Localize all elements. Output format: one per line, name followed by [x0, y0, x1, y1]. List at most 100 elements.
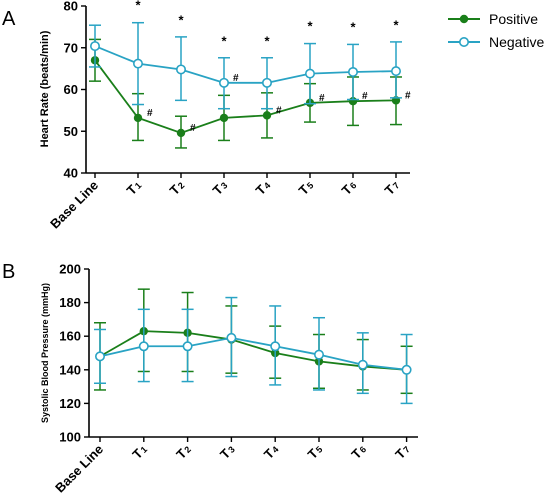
- blood-pressure-x-tick-label: T1: [129, 442, 149, 462]
- blood-pressure-x-tick-label-sub: 3: [226, 444, 237, 455]
- legend: Positive Negative: [448, 11, 544, 50]
- heart-rate-data-point: [347, 66, 358, 77]
- heart-rate-significance-star: *: [221, 34, 227, 49]
- blood-pressure-x-tick-label-sub: 1: [139, 444, 150, 455]
- heart-rate-x-tick-label-main: Base Line: [47, 178, 101, 232]
- blood-pressure-y-tick-label: 200: [59, 262, 81, 277]
- blood-pressure-y-tick-label: 100: [59, 430, 81, 445]
- heart-rate-series-line: [94, 59, 397, 134]
- blood-pressure-x-tick-label-sub: 5: [314, 444, 325, 455]
- blood-pressure-x-tick-label-sub: 6: [358, 444, 369, 455]
- heart-rate-significance-star: *: [264, 34, 270, 49]
- legend-item-negative: Negative: [448, 34, 544, 50]
- heart-rate-x-tick-label: T5: [296, 178, 316, 198]
- heart-rate-significance-hash: #: [405, 90, 411, 101]
- blood-pressure-x-tick-label-sub: 2: [182, 444, 193, 455]
- legend-label-positive: Positive: [489, 11, 538, 27]
- heart-rate-y-tick-label: 80: [64, 0, 78, 14]
- blood-pressure-y-axis-label: Systolic Blood Pressure (mmHg): [40, 283, 50, 423]
- heart-rate-x-tick-label-sub: 5: [305, 180, 316, 191]
- heart-rate-series-negative: [89, 21, 402, 110]
- blood-pressure-data-point: [313, 349, 324, 360]
- blood-pressure-data-point: [357, 359, 368, 370]
- blood-pressure-chart: B Systolic Blood Pressure (mmHg) 100 120 1…: [2, 261, 418, 496]
- heart-rate-series-line: [94, 45, 397, 84]
- blood-pressure-x-tick-label: T7: [392, 442, 412, 462]
- heart-rate-y-tick-label: 50: [64, 124, 78, 139]
- blood-pressure-marks: [94, 288, 413, 405]
- blood-pressure-x-tick-label: T2: [173, 442, 193, 462]
- heart-rate-data-point: [261, 77, 272, 88]
- blood-pressure-data-point: [401, 364, 412, 375]
- heart-rate-data-point: [90, 41, 101, 52]
- panel-letter-b: B: [2, 261, 15, 283]
- blood-pressure-x-tick-label: T6: [348, 442, 368, 462]
- heart-rate-significance-hash: #: [319, 93, 325, 104]
- heart-rate-x-tick-label: T7: [382, 178, 402, 198]
- heart-rate-x-tick-label: T6: [339, 178, 359, 198]
- heart-rate-x-tick-label-sub: 3: [219, 180, 230, 191]
- heart-rate-significance-hash: #: [233, 73, 239, 84]
- heart-rate-data-point: [133, 58, 144, 69]
- legend-marker-negative: [458, 36, 469, 47]
- heart-rate-significance-hash: #: [190, 123, 196, 134]
- heart-rate-significance-hash: #: [362, 91, 368, 102]
- blood-pressure-x-tick-label: T3: [217, 442, 237, 462]
- blood-pressure-x-tick-label: Base Line: [52, 442, 106, 496]
- heart-rate-chart: A Heart Rate (beats/min) 40 50 60 70 80 Base …: [2, 0, 411, 232]
- heart-rate-x-tick-label: T4: [253, 178, 273, 198]
- blood-pressure-data-point: [270, 341, 281, 352]
- heart-rate-y-tick-label: 60: [64, 82, 78, 97]
- blood-pressure-series-line: [99, 330, 407, 371]
- heart-rate-x-tick-label-sub: 1: [133, 180, 144, 191]
- heart-rate-data-point: [176, 64, 187, 75]
- blood-pressure-y-tick-label: 120: [59, 396, 81, 411]
- heart-rate-axes: 40 50 60 70 80 Base Line T1 T2 T3 T4 T5 T6 T7: [47, 0, 410, 232]
- heart-rate-x-tick-label-sub: 4: [262, 180, 273, 191]
- heart-rate-marks: * * * * * * * # # # # # # #: [89, 0, 411, 149]
- heart-rate-significance-star: *: [178, 13, 184, 28]
- heart-rate-data-point: [133, 113, 143, 123]
- blood-pressure-x-tick-label-sub: 7: [401, 444, 412, 455]
- heart-rate-data-point: [219, 77, 230, 88]
- heart-rate-y-tick-label: 40: [64, 166, 78, 181]
- heart-rate-y-tick-label: 70: [64, 40, 78, 55]
- heart-rate-significance-star: *: [307, 19, 313, 34]
- panel-letter-a: A: [2, 8, 16, 30]
- blood-pressure-x-tick-label-main: Base Line: [52, 442, 106, 496]
- blood-pressure-series-line: [99, 336, 407, 371]
- blood-pressure-y-tick-label: 160: [59, 329, 81, 344]
- blood-pressure-x-tick-label: T4: [261, 442, 281, 462]
- heart-rate-data-point: [390, 66, 401, 77]
- heart-rate-x-tick-label: T1: [124, 178, 144, 198]
- blood-pressure-y-tick-label: 180: [59, 295, 81, 310]
- heart-rate-x-tick-label: Base Line: [47, 178, 101, 232]
- heart-rate-series-positive: [89, 38, 402, 149]
- heart-rate-data-point: [219, 113, 229, 123]
- heart-rate-significance-star: *: [393, 18, 399, 33]
- blood-pressure-x-tick-label-sub: 4: [270, 444, 281, 455]
- legend-item-positive: Positive: [448, 11, 538, 27]
- heart-rate-significance-hash: #: [276, 105, 282, 116]
- heart-rate-y-axis-label: Heart Rate (beats/min): [39, 30, 51, 147]
- heart-rate-x-tick-label: T3: [210, 178, 230, 198]
- blood-pressure-data-point: [182, 341, 193, 352]
- blood-pressure-series-negative: [94, 296, 413, 405]
- legend-label-negative: Negative: [489, 34, 544, 50]
- blood-pressure-y-tick-label: 140: [59, 362, 81, 377]
- heart-rate-data-point: [262, 111, 272, 120]
- heart-rate-data-point: [176, 128, 186, 138]
- blood-pressure-x-tick-label: T5: [305, 442, 325, 462]
- heart-rate-x-tick-label-sub: 2: [176, 180, 187, 191]
- heart-rate-x-tick-label-sub: 7: [391, 180, 402, 191]
- heart-rate-significance-hash: #: [147, 108, 153, 119]
- heart-rate-x-tick-label-sub: 6: [348, 180, 359, 191]
- blood-pressure-data-point: [95, 351, 106, 362]
- heart-rate-x-tick-label: T2: [167, 178, 187, 198]
- blood-pressure-data-point: [138, 341, 149, 352]
- heart-rate-data-point: [304, 68, 315, 79]
- heart-rate-significance-star: *: [350, 19, 356, 34]
- heart-rate-significance-star: *: [135, 0, 141, 12]
- legend-marker-positive: [459, 14, 469, 24]
